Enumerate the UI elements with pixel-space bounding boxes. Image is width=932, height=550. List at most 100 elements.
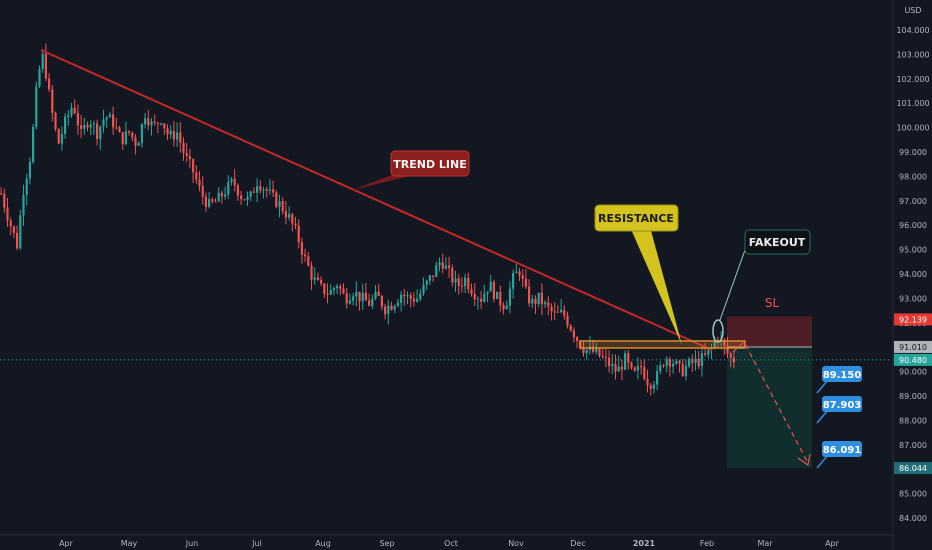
candle-body <box>89 124 92 128</box>
candle-body <box>636 366 639 371</box>
candle-body <box>499 291 502 305</box>
candle-body <box>208 199 211 207</box>
candle-body <box>102 119 105 127</box>
time-tick: Mar <box>757 539 773 548</box>
candle-body <box>672 363 675 367</box>
target-zone <box>727 346 812 469</box>
time-tick: Apr <box>825 539 840 548</box>
candle-body <box>688 358 691 367</box>
candle-body <box>633 367 636 371</box>
target-badge[interactable] <box>822 366 862 382</box>
price-tick: 95.000 <box>899 246 927 255</box>
trend-line-callout[interactable] <box>390 150 470 177</box>
candle-body <box>108 114 111 118</box>
candle-body <box>681 363 684 376</box>
candle-body <box>547 302 550 307</box>
target-label: 86.091 <box>823 445 862 456</box>
candle-body <box>54 112 57 130</box>
candle-body <box>585 349 588 354</box>
candle-body <box>441 262 444 269</box>
candle-body <box>342 288 345 294</box>
candle-body <box>259 186 262 191</box>
resistance-zone[interactable] <box>579 340 746 349</box>
candle-body <box>419 293 422 299</box>
candle-body <box>656 371 659 385</box>
candle-body <box>438 262 441 266</box>
time-tick: Jun <box>185 539 199 548</box>
candle-body <box>694 358 697 364</box>
candle-body <box>118 127 121 133</box>
candle-body <box>384 306 387 314</box>
price-tick: 89.000 <box>899 392 927 401</box>
candle-body <box>649 385 652 389</box>
fakeout-callout[interactable] <box>744 229 811 255</box>
resistance-callout[interactable] <box>594 204 679 232</box>
candle-body <box>380 296 383 307</box>
stop-loss-label: SL <box>765 296 780 310</box>
candle-body <box>22 195 25 216</box>
price-tick: 98.000 <box>899 172 927 181</box>
candle-body <box>176 132 179 140</box>
candle-body <box>150 121 153 126</box>
candle-body <box>320 279 323 284</box>
price-tick: 94.000 <box>899 270 927 279</box>
stop-loss-tag: 92.139 <box>899 315 927 324</box>
candle-body <box>601 356 604 358</box>
trend-line[interactable] <box>40 49 713 351</box>
candle-body <box>732 357 735 363</box>
candle-body <box>6 207 9 221</box>
candle-body <box>422 284 425 294</box>
fakeout-circle[interactable] <box>712 319 724 343</box>
candle-body <box>553 311 556 313</box>
candle-body <box>16 232 19 249</box>
candle-body <box>329 290 332 295</box>
candle-body <box>204 196 207 207</box>
candle-body <box>534 298 537 304</box>
price-tick: 85.000 <box>899 490 927 499</box>
candle-body <box>297 225 300 243</box>
candle-body <box>592 346 595 353</box>
price-tick: 90.000 <box>899 368 927 377</box>
candle-body <box>214 201 217 203</box>
candle-body <box>25 178 28 196</box>
candle-body <box>112 114 115 128</box>
candle-body <box>496 291 499 299</box>
projection-arrow <box>732 341 809 464</box>
candle-body <box>115 127 118 129</box>
time-tick: Jul <box>251 539 262 548</box>
candle-body <box>336 286 339 289</box>
candle-body <box>256 186 259 193</box>
candle-body <box>57 129 60 144</box>
price-tick: 88.000 <box>899 416 927 425</box>
candle-body <box>704 353 707 355</box>
target-badge[interactable] <box>822 441 862 457</box>
candle-body <box>451 267 454 283</box>
target-label: 87.903 <box>823 400 862 411</box>
candle-body <box>620 366 623 370</box>
target-pointer <box>816 454 829 469</box>
fakeout-callout-pointer <box>719 249 746 321</box>
fakeout-label: FAKEOUT <box>749 236 806 249</box>
candle-body <box>268 189 271 191</box>
candle-body <box>528 286 531 304</box>
candle-body <box>409 295 412 299</box>
candle-body <box>700 353 703 367</box>
candle-body <box>576 337 579 341</box>
price-tick: 84.000 <box>899 514 927 523</box>
target-badge[interactable] <box>822 396 862 412</box>
candle-body <box>483 293 486 302</box>
candle-body <box>444 265 447 269</box>
candle-body <box>19 215 22 249</box>
candle-body <box>265 189 268 191</box>
candle-body <box>144 118 147 125</box>
candle-body <box>707 349 710 355</box>
candle-body <box>80 125 83 129</box>
candle-body <box>403 294 406 296</box>
candle-body <box>473 294 476 300</box>
candle-body <box>470 289 473 295</box>
candle-body <box>508 288 511 306</box>
candle-body <box>128 131 131 133</box>
candle-body <box>156 122 159 124</box>
candle-body <box>355 291 358 297</box>
